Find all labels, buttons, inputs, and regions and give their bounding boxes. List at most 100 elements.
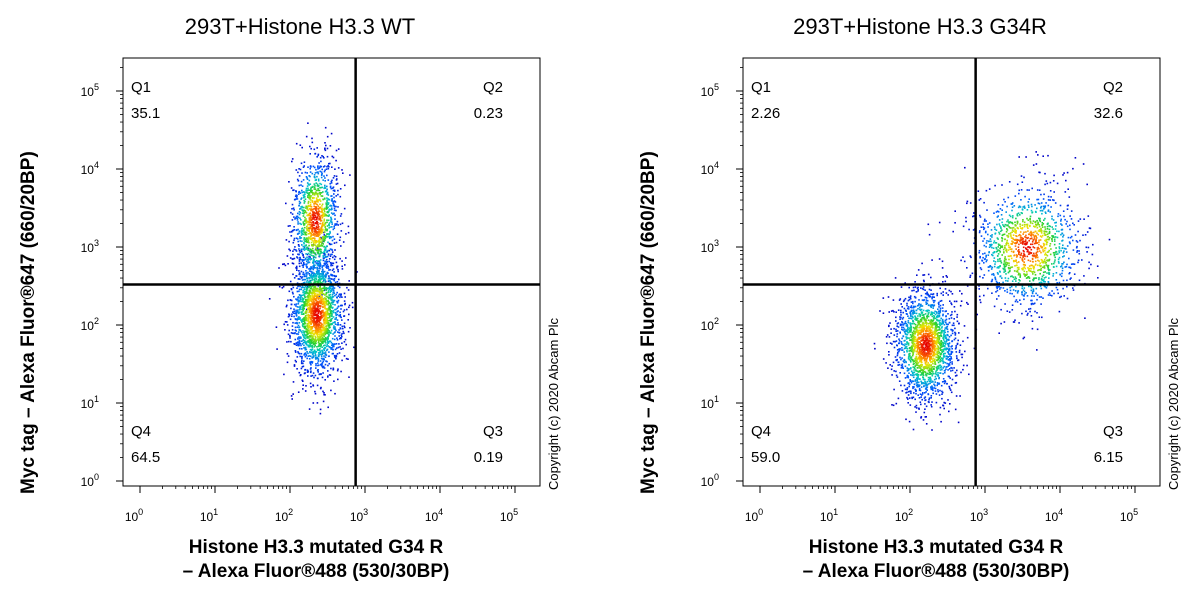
- data-point: [303, 199, 305, 202]
- data-point: [945, 315, 947, 318]
- data-point: [335, 293, 337, 296]
- data-point: [933, 312, 935, 314]
- data-point: [301, 227, 304, 230]
- data-point: [345, 233, 347, 235]
- data-point: [917, 289, 919, 291]
- data-point: [326, 233, 328, 235]
- data-point: [1026, 314, 1029, 316]
- data-point: [992, 254, 994, 257]
- data-point: [1057, 258, 1060, 261]
- data-point: [949, 300, 951, 302]
- data-point: [905, 347, 907, 349]
- data-point: [310, 189, 312, 192]
- data-point: [301, 343, 304, 345]
- x-axis-label-line1: Histone H3.3 mutated G34 R: [188, 537, 444, 558]
- data-point: [341, 169, 343, 171]
- data-point: [922, 378, 925, 380]
- data-point: [298, 344, 300, 346]
- data-point: [289, 318, 292, 321]
- data-point: [909, 328, 911, 331]
- data-point: [302, 209, 304, 211]
- data-point: [1018, 322, 1020, 324]
- data-point: [312, 308, 314, 310]
- data-point: [336, 339, 339, 341]
- data-point: [311, 312, 313, 315]
- data-point: [960, 371, 962, 374]
- data-point: [306, 279, 309, 281]
- data-point: [923, 274, 926, 276]
- data-point: [1040, 296, 1043, 298]
- data-point: [336, 337, 338, 339]
- data-point: [346, 286, 348, 289]
- data-point: [935, 371, 937, 373]
- data-point: [328, 297, 330, 300]
- data-point: [301, 146, 303, 149]
- data-point: [989, 235, 992, 237]
- data-point: [912, 302, 914, 305]
- data-point: [323, 253, 325, 255]
- data-point: [337, 346, 340, 349]
- data-point: [323, 223, 325, 226]
- data-point: [897, 397, 900, 400]
- data-point: [301, 212, 304, 214]
- data-point: [338, 286, 341, 289]
- data-point: [313, 340, 316, 342]
- data-point: [899, 356, 901, 359]
- data-point: [1043, 277, 1046, 279]
- data-point: [921, 311, 924, 314]
- data-point: [959, 395, 961, 397]
- data-point: [1032, 164, 1035, 166]
- data-point: [1054, 228, 1057, 230]
- data-point: [309, 338, 312, 341]
- data-point: [326, 135, 329, 138]
- data-point: [329, 261, 332, 264]
- data-point: [309, 361, 311, 363]
- data-point: [314, 355, 317, 357]
- data-point: [324, 317, 327, 319]
- data-point: [938, 221, 941, 224]
- data-point: [332, 228, 335, 231]
- data-point: [287, 355, 290, 357]
- data-point: [1061, 263, 1063, 265]
- data-point: [886, 334, 889, 336]
- data-point: [1030, 286, 1033, 289]
- data-point: [325, 288, 327, 290]
- data-point: [336, 220, 339, 223]
- data-point: [330, 298, 332, 301]
- data-point: [1082, 234, 1084, 236]
- data-point: [323, 311, 325, 314]
- data-point: [322, 271, 325, 273]
- data-point: [333, 207, 336, 209]
- data-point: [984, 231, 987, 234]
- data-point: [293, 277, 296, 279]
- data-point: [320, 183, 323, 186]
- data-point: [1108, 238, 1111, 241]
- data-point: [317, 371, 319, 373]
- data-point: [945, 326, 948, 329]
- data-point: [330, 217, 333, 220]
- data-point: [913, 386, 915, 388]
- data-point: [300, 250, 303, 253]
- data-point: [1060, 249, 1062, 252]
- data-point: [1063, 250, 1065, 252]
- data-point: [331, 262, 333, 264]
- data-point: [325, 266, 328, 268]
- data-point: [1041, 316, 1043, 319]
- data-point: [317, 358, 320, 360]
- data-point: [344, 338, 347, 341]
- data-point: [317, 166, 319, 168]
- data-point: [308, 273, 310, 275]
- data-point: [315, 350, 318, 353]
- data-point: [917, 373, 920, 376]
- data-point: [325, 205, 328, 207]
- data-point: [939, 309, 942, 311]
- data-point: [1081, 259, 1083, 261]
- data-point: [313, 230, 316, 232]
- data-point: [297, 311, 299, 313]
- data-point: [347, 231, 350, 234]
- data-point: [316, 318, 319, 321]
- data-point: [941, 318, 944, 321]
- data-point: [326, 229, 328, 232]
- data-point: [1087, 246, 1090, 249]
- data-point: [316, 212, 318, 215]
